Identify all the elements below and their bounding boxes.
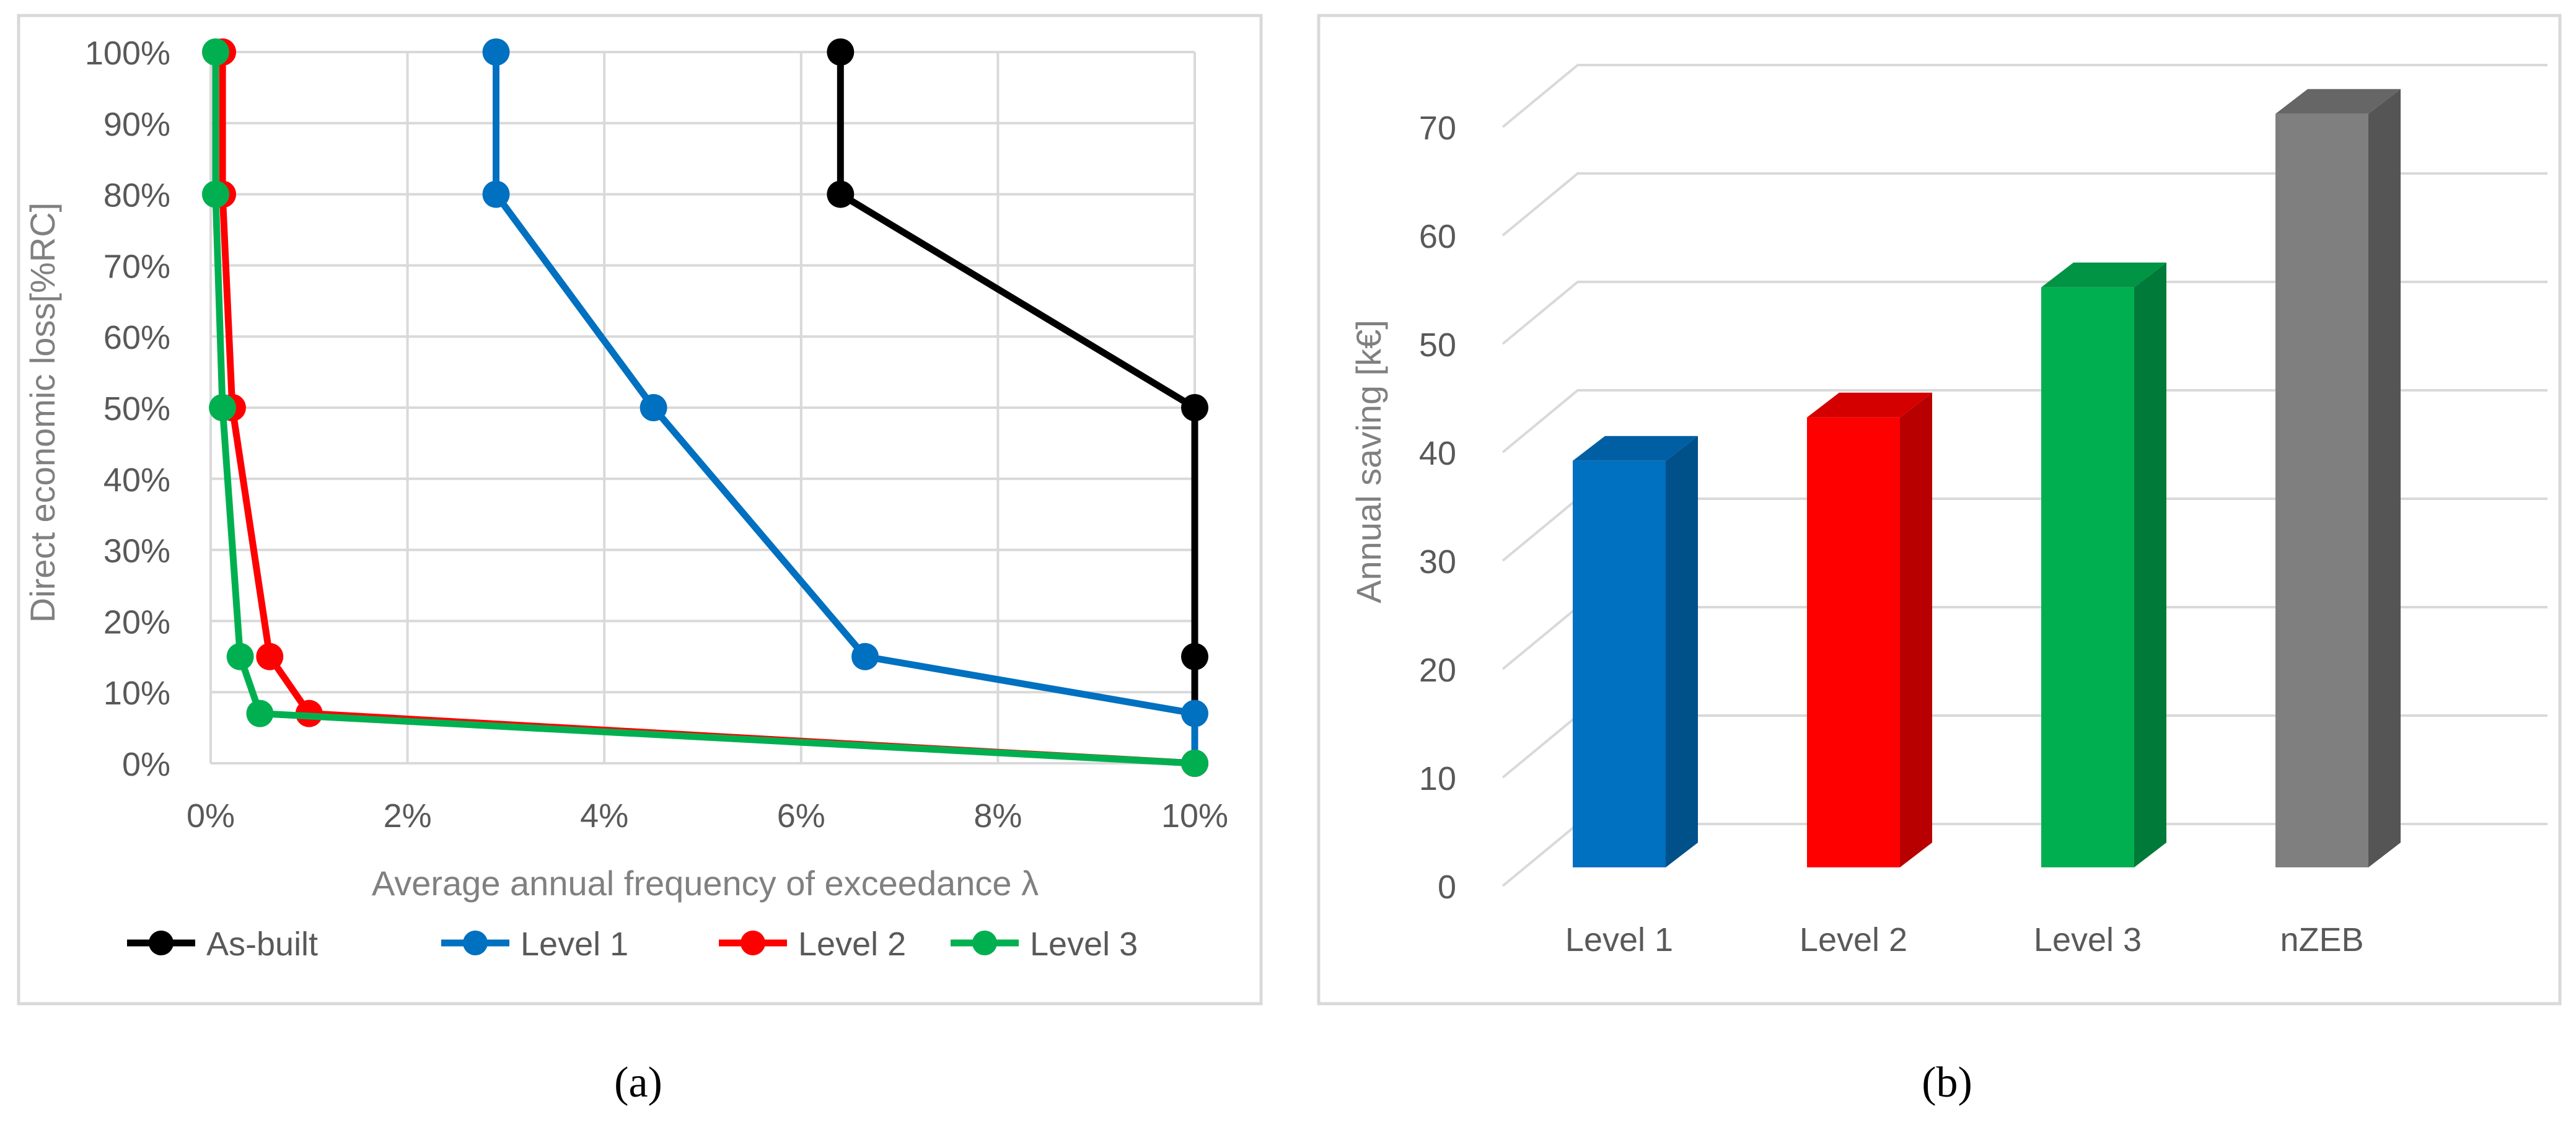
data-point-level-3 bbox=[209, 394, 237, 421]
data-point-level-3 bbox=[226, 642, 254, 670]
legend-marker-as-built bbox=[149, 931, 174, 955]
b-category-label-level-2: Level 2 bbox=[1800, 921, 1907, 958]
bar-front-level-1 bbox=[1573, 460, 1666, 867]
b-y-tick-labels: 0 10 20 30 40 50 60 70 bbox=[1419, 110, 1456, 906]
data-point-as-built bbox=[1181, 642, 1208, 670]
b-y-tick-label: 0 bbox=[1438, 869, 1456, 906]
panel-a-label: (a) bbox=[614, 1059, 662, 1107]
b-category-label-level-1: Level 1 bbox=[1565, 921, 1673, 958]
bar-top-nzeb bbox=[2275, 89, 2401, 114]
panel-b-label: (b) bbox=[1922, 1059, 1972, 1107]
b-y-tick-label: 60 bbox=[1419, 218, 1456, 255]
a-y-tick-label: 100% bbox=[85, 35, 170, 72]
bar-top-level-2 bbox=[1807, 392, 1932, 418]
legend-marker-level-1 bbox=[463, 931, 488, 955]
a-y-tick-label: 30% bbox=[103, 533, 170, 570]
a-y-tick-label: 10% bbox=[103, 675, 170, 712]
a-x-tick-label: 2% bbox=[384, 797, 432, 835]
b-y-axis-label: Annual saving [k€] bbox=[1349, 320, 1388, 603]
data-point-level-1 bbox=[482, 38, 510, 66]
a-y-tick-label: 80% bbox=[103, 177, 170, 214]
data-point-as-built bbox=[1181, 394, 1208, 421]
series-line-level-3 bbox=[212, 52, 1195, 767]
legend-label-level-3: Level 3 bbox=[1030, 926, 1138, 963]
data-point-level-1 bbox=[1181, 699, 1208, 727]
a-x-tick-label: 6% bbox=[777, 797, 825, 835]
bar-side-level-2 bbox=[1900, 392, 1932, 867]
panel-b-bar-chart: 0 10 20 30 40 50 60 70 Level 1 Level 2 Level 3 nZE… bbox=[1349, 64, 2547, 958]
b-bars-group bbox=[1573, 89, 2401, 867]
a-x-tick-label: 0% bbox=[187, 797, 235, 835]
b-gridline bbox=[1501, 389, 2547, 454]
a-gridlines bbox=[209, 51, 1196, 765]
panel-a-line-chart: 0% 10% 20% 30% 40% 50% 60% 70% 80% 90% 100% 0% 2% 4%… bbox=[23, 35, 1228, 963]
bar-front-level-3 bbox=[2041, 287, 2134, 867]
bar-side-level-1 bbox=[1666, 436, 1698, 867]
a-x-tick-label: 4% bbox=[580, 797, 628, 835]
panel-a-frame bbox=[17, 14, 1263, 1006]
data-point-level-3 bbox=[201, 180, 229, 208]
b-gridline bbox=[1501, 281, 2547, 345]
legend-label-as-built: As-built bbox=[206, 926, 318, 963]
a-x-tick-label: 10% bbox=[1161, 797, 1228, 835]
data-point-level-1 bbox=[851, 642, 879, 670]
data-point-as-built bbox=[827, 38, 855, 66]
bar-front-nzeb bbox=[2275, 113, 2368, 867]
a-y-axis-label: Direct economic loss[%RC] bbox=[23, 203, 62, 623]
data-point-level-2 bbox=[256, 642, 284, 670]
a-x-tick-labels: 0% 2% 4% 6% 8% 10% bbox=[187, 797, 1228, 835]
b-category-labels: Level 1 Level 2 Level 3 nZEB bbox=[1565, 921, 2364, 958]
b-y-tick-label: 10 bbox=[1419, 760, 1456, 797]
bar-side-level-3 bbox=[2134, 262, 2166, 867]
b-y-tick-label: 20 bbox=[1419, 652, 1456, 689]
b-gridline bbox=[1501, 172, 2547, 237]
data-point-level-1 bbox=[482, 180, 510, 208]
b-gridline bbox=[1501, 64, 2547, 128]
a-y-tick-label: 20% bbox=[103, 603, 170, 641]
b-y-tick-label: 50 bbox=[1419, 327, 1456, 364]
a-y-tick-labels: 0% 10% 20% 30% 40% 50% 60% 70% 80% 90% 100% bbox=[85, 35, 170, 783]
bar-side-nzeb bbox=[2368, 89, 2401, 867]
a-y-tick-label: 50% bbox=[103, 390, 170, 427]
a-y-tick-label: 70% bbox=[103, 248, 170, 285]
data-point-level-3 bbox=[201, 38, 229, 66]
legend-label-level-2: Level 2 bbox=[798, 926, 906, 963]
data-point-level-3 bbox=[1181, 750, 1208, 777]
data-point-level-3 bbox=[246, 699, 274, 727]
data-point-level-1 bbox=[640, 394, 667, 421]
a-x-axis-label: Average annual frequency of exceedance λ bbox=[372, 864, 1039, 903]
legend-marker-level-3 bbox=[972, 931, 997, 955]
data-point-as-built bbox=[827, 180, 855, 208]
a-legend: As-built Level 1 Level 2 Level 3 bbox=[127, 926, 1138, 963]
a-y-tick-label: 90% bbox=[103, 106, 170, 143]
b-category-label-level-3: Level 3 bbox=[2034, 921, 2142, 958]
a-y-tick-label: 60% bbox=[103, 319, 170, 356]
bar-top-level-3 bbox=[2041, 262, 2166, 287]
a-y-tick-label: 0% bbox=[122, 746, 170, 783]
b-y-tick-label: 70 bbox=[1419, 110, 1456, 147]
a-series-group bbox=[201, 38, 1208, 777]
a-x-tick-label: 8% bbox=[974, 797, 1022, 835]
b-y-tick-label: 30 bbox=[1419, 543, 1456, 581]
bar-front-level-2 bbox=[1807, 417, 1900, 867]
legend-label-level-1: Level 1 bbox=[521, 926, 628, 963]
a-y-tick-label: 40% bbox=[103, 462, 170, 499]
legend-marker-level-2 bbox=[741, 931, 765, 955]
b-y-tick-label: 40 bbox=[1419, 435, 1456, 472]
bar-top-level-1 bbox=[1573, 436, 1698, 461]
b-category-label-nzeb: nZEB bbox=[2280, 921, 2363, 958]
